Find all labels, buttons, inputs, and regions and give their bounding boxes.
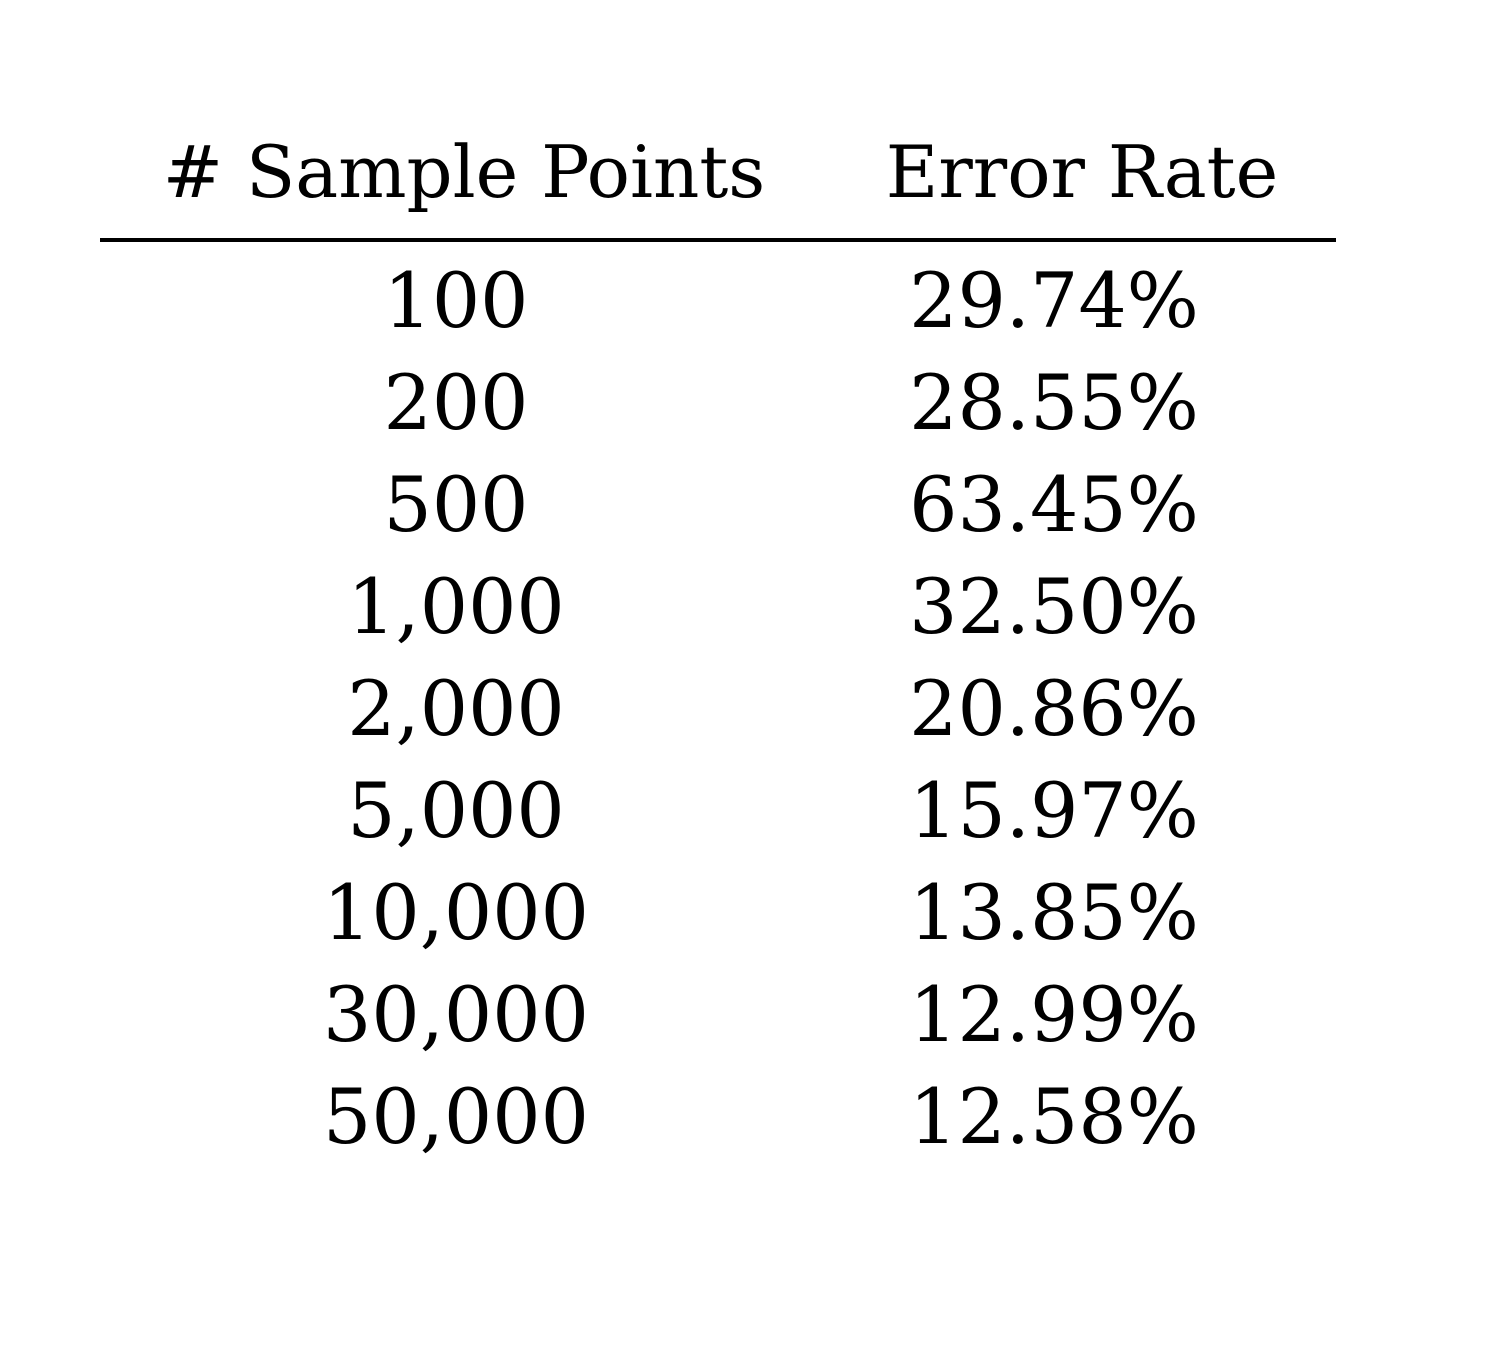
cell-error-rate: 28.55% (909, 358, 1199, 447)
table-row: 100 29.74% (100, 240, 1336, 352)
table-row: 2,000 20.86% (100, 658, 1336, 760)
table-row: 1,000 32.50% (100, 556, 1336, 658)
table-row: 30,000 12.99% (100, 964, 1336, 1066)
cell-error-rate: 63.45% (909, 460, 1199, 549)
cell-sample-points: 500 (383, 460, 529, 549)
cell-sample-points: 10,000 (323, 868, 589, 957)
results-table-container: # Sample Points Error Rate 100 29.74% 20… (100, 120, 1336, 1168)
cell-sample-points: 50,000 (323, 1072, 589, 1161)
table-row: 50,000 12.58% (100, 1066, 1336, 1168)
table-row: 10,000 13.85% (100, 862, 1336, 964)
cell-error-rate: 13.85% (909, 868, 1199, 957)
table-row: 500 63.45% (100, 454, 1336, 556)
table-header: # Sample Points Error Rate (100, 120, 1336, 242)
cell-error-rate: 12.99% (909, 970, 1199, 1059)
cell-error-rate: 32.50% (909, 562, 1199, 651)
header-row: # Sample Points Error Rate (100, 120, 1336, 242)
cell-error-rate: 29.74% (909, 256, 1199, 345)
table-row: 5,000 15.97% (100, 760, 1336, 862)
cell-sample-points: 100 (383, 256, 529, 345)
table-row: 200 28.55% (100, 352, 1336, 454)
header-error-rate: Error Rate (828, 120, 1336, 242)
cell-error-rate: 20.86% (909, 664, 1199, 753)
cell-sample-points: 30,000 (323, 970, 589, 1059)
cell-error-rate: 12.58% (909, 1072, 1199, 1161)
cell-sample-points: 2,000 (347, 664, 565, 753)
header-sample-points: # Sample Points (100, 120, 828, 242)
cell-sample-points: 200 (383, 358, 529, 447)
cell-sample-points: 5,000 (347, 766, 565, 855)
results-table: # Sample Points Error Rate 100 29.74% 20… (100, 120, 1336, 1168)
table-body: 100 29.74% 200 28.55% 500 63.45% 1,000 3… (100, 240, 1336, 1168)
cell-sample-points: 1,000 (347, 562, 565, 651)
cell-error-rate: 15.97% (909, 766, 1199, 855)
